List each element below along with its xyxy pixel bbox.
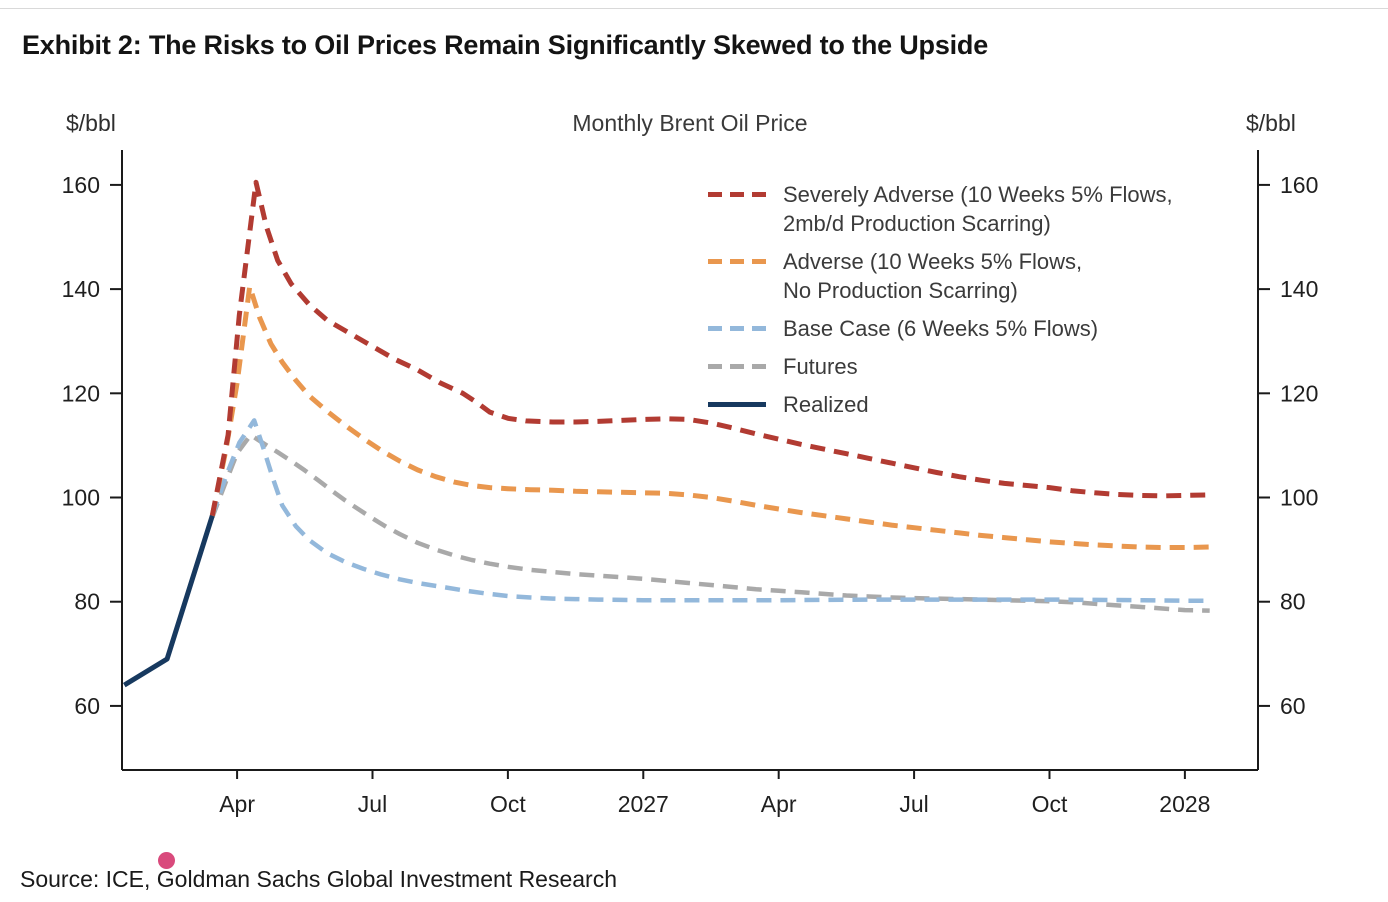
svg-text:Oct: Oct bbox=[1032, 791, 1068, 817]
legend-item-adverse: Adverse (10 Weeks 5% Flows, No Productio… bbox=[708, 247, 1268, 305]
legend-label-realized: Realized bbox=[783, 392, 869, 417]
severely-adverse-dashed-line-swatch bbox=[708, 192, 766, 197]
futures-dashed-line-swatch bbox=[708, 364, 766, 369]
svg-text:140: 140 bbox=[1280, 276, 1318, 302]
legend-label-adverse-line1: Adverse (10 Weeks 5% Flows, bbox=[783, 249, 1083, 274]
legend-label-adverse-line2: No Production Scarring) bbox=[783, 278, 1018, 303]
adverse-dashed-line-swatch bbox=[708, 259, 766, 264]
svg-text:60: 60 bbox=[1280, 693, 1306, 719]
svg-text:100: 100 bbox=[1280, 485, 1318, 511]
base-case-dashed-line-swatch bbox=[708, 326, 766, 331]
svg-text:2027: 2027 bbox=[618, 791, 669, 817]
svg-text:100: 100 bbox=[62, 485, 100, 511]
svg-text:Apr: Apr bbox=[219, 791, 255, 817]
y-axis-unit-left: $/bbl bbox=[66, 110, 116, 136]
legend-label-severely-adverse-line2: 2mb/d Production Scarring) bbox=[783, 211, 1051, 236]
cursor-dot bbox=[158, 852, 175, 869]
legend-label-futures: Futures bbox=[783, 354, 858, 379]
svg-text:Apr: Apr bbox=[761, 791, 797, 817]
legend-item-base-case: Base Case (6 Weeks 5% Flows) bbox=[708, 314, 1268, 343]
chart-legend: Severely Adverse (10 Weeks 5% Flows, 2mb… bbox=[708, 180, 1268, 428]
svg-text:160: 160 bbox=[1280, 172, 1318, 198]
legend-item-severely-adverse: Severely Adverse (10 Weeks 5% Flows, 2mb… bbox=[708, 180, 1268, 238]
legend-label-severely-adverse-line1: Severely Adverse (10 Weeks 5% Flows, bbox=[783, 182, 1173, 207]
svg-text:2028: 2028 bbox=[1159, 791, 1210, 817]
chart-title: Monthly Brent Oil Price bbox=[572, 110, 808, 136]
y-axis-unit-right: $/bbl bbox=[1246, 110, 1296, 136]
svg-text:Oct: Oct bbox=[490, 791, 526, 817]
chart-plot-area: 60 60 80 80 100 100 120 120 140 140 160 160 Apr Jul Oc… bbox=[62, 150, 1318, 817]
svg-text:60: 60 bbox=[74, 693, 100, 719]
svg-text:140: 140 bbox=[62, 276, 100, 302]
top-divider bbox=[0, 8, 1388, 9]
source-text: Source: ICE, Goldman Sachs Global Invest… bbox=[20, 866, 618, 892]
legend-item-futures: Futures bbox=[708, 352, 1268, 381]
svg-text:160: 160 bbox=[62, 172, 100, 198]
realized-solid-line-swatch bbox=[708, 402, 766, 407]
svg-text:120: 120 bbox=[1280, 380, 1318, 406]
brent-oil-price-chart: 60 60 80 80 100 100 120 120 140 140 160 160 Apr Jul Oc… bbox=[62, 110, 1319, 817]
exhibit-title: Exhibit 2: The Risks to Oil Prices Remai… bbox=[22, 30, 989, 60]
svg-text:80: 80 bbox=[1280, 589, 1306, 615]
svg-text:80: 80 bbox=[74, 589, 100, 615]
legend-item-realized: Realized bbox=[708, 390, 1268, 419]
svg-text:120: 120 bbox=[62, 380, 100, 406]
legend-label-base-case: Base Case (6 Weeks 5% Flows) bbox=[783, 316, 1099, 341]
svg-text:Jul: Jul bbox=[358, 791, 387, 817]
svg-text:Jul: Jul bbox=[899, 791, 928, 817]
